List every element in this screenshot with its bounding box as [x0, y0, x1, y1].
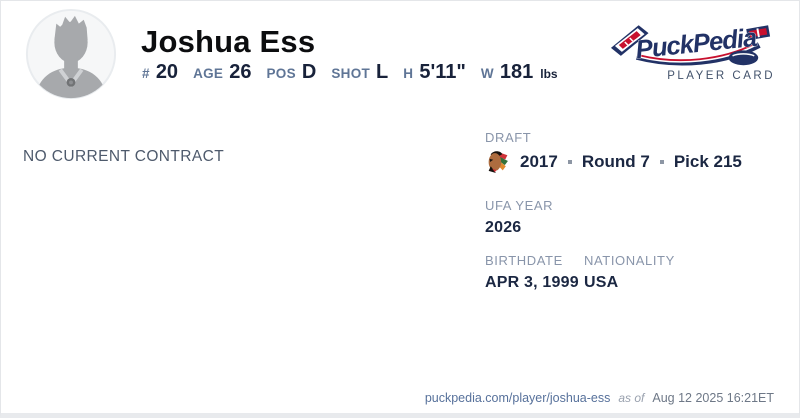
birth-nationality-row: BIRTHDATE APR 3, 1999 NATIONALITY USA — [485, 253, 683, 292]
birthdate-label: BIRTHDATE — [485, 253, 563, 268]
stat-value: 5'11" — [419, 61, 466, 83]
stat-label: H — [403, 66, 414, 81]
draft-label: DRAFT — [485, 130, 532, 145]
separator-icon — [659, 159, 664, 164]
draft-row: 2017 Round 7 Pick 215 — [485, 149, 742, 174]
svg-text:PuckPedia: PuckPedia — [634, 24, 758, 65]
avatar — [24, 7, 118, 101]
footer: puckpedia.com/player/joshua-ess as of Au… — [425, 391, 774, 405]
profile-url-link[interactable]: puckpedia.com/player/joshua-ess — [424, 391, 611, 405]
separator-icon — [567, 159, 572, 164]
ufa-value: 2026 — [485, 219, 522, 236]
stat-age: AGE 26 — [193, 61, 251, 84]
birthdate-value: APR 3, 1999 — [485, 274, 579, 291]
puckpedia-logo-icon: PuckPedia — [610, 23, 771, 66]
player-stats-row: # 20 AGE 26 POS D SHOT L H 5'11" W 181 l… — [142, 61, 558, 84]
stat-label: POS — [266, 66, 296, 81]
draft-year: 2017 — [520, 151, 558, 171]
player-card-label: PLAYER CARD — [667, 70, 775, 82]
stat-value: L — [376, 61, 389, 83]
stat-label: W — [480, 66, 494, 81]
contract-status: NO CURRENT CONTRACT — [23, 148, 225, 165]
brand-block: PuckPedia PLAYER CARD — [609, 12, 777, 82]
chicago-blackhawks-logo-icon — [488, 151, 508, 173]
stat-value: 26 — [229, 61, 252, 83]
nationality-label: NATIONALITY — [584, 253, 675, 268]
ufa-label: UFA YEAR — [485, 198, 554, 213]
stat-label: AGE — [193, 66, 224, 81]
page-title: Joshua Ess — [141, 24, 316, 59]
ufa-section: UFA YEAR 2026 — [485, 198, 553, 237]
stat-weight: W 181 lbs — [481, 61, 558, 84]
stat-value: 20 — [155, 61, 179, 83]
timestamp: Aug 12 2025 16:21ET — [652, 391, 774, 405]
stat-position: POS D — [266, 61, 316, 84]
draft-pick: Pick 215 — [673, 151, 742, 171]
nationality-section: NATIONALITY USA — [584, 253, 683, 292]
stat-height: H 5'11" — [403, 61, 466, 84]
stat-unit: lbs — [540, 67, 558, 81]
stat-number: # 20 — [142, 61, 178, 84]
stat-value: 181 — [499, 61, 534, 83]
stat-label: # — [142, 66, 150, 81]
stat-shot: SHOT L — [331, 61, 388, 84]
birthdate-section: BIRTHDATE APR 3, 1999 — [485, 253, 584, 292]
draft-round: Round 7 — [581, 151, 650, 171]
stat-label: SHOT — [331, 66, 371, 81]
stat-value: D — [301, 61, 317, 83]
player-silhouette-icon — [25, 8, 117, 100]
draft-section: DRAFT 2017 Round 7 Pick 215 — [485, 130, 742, 174]
nationality-value: USA — [584, 274, 619, 291]
as-of-label: as of — [618, 391, 645, 405]
